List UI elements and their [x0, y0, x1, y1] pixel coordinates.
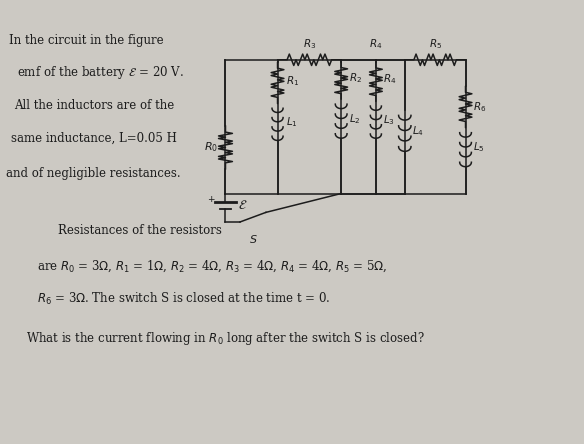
Text: $R_6$: $R_6$ [473, 100, 486, 114]
Text: $R_6$ = 3$\Omega$. The switch S is closed at the time t = 0.: $R_6$ = 3$\Omega$. The switch S is close… [37, 291, 331, 307]
Text: are $R_0$ = 3$\Omega$, $R_1$ = 1$\Omega$, $R_2$ = 4$\Omega$, $R_3$ = 4$\Omega$, : are $R_0$ = 3$\Omega$, $R_1$ = 1$\Omega$… [37, 258, 388, 274]
Text: and of negligible resistances.: and of negligible resistances. [6, 167, 180, 180]
Text: $L_2$: $L_2$ [349, 112, 360, 126]
Text: $L_1$: $L_1$ [286, 115, 297, 129]
Text: What is the current flowing in $R_0$ long after the switch S is closed?: What is the current flowing in $R_0$ lon… [26, 330, 425, 347]
Text: All the inductors are of the: All the inductors are of the [15, 99, 175, 112]
Text: $\mathcal{E}$: $\mathcal{E}$ [238, 199, 248, 212]
Text: emf of the battery $\mathcal{E}$ = 20 V.: emf of the battery $\mathcal{E}$ = 20 V. [18, 64, 184, 81]
Text: $R_4$: $R_4$ [369, 37, 383, 51]
Text: $S$: $S$ [249, 233, 258, 245]
Text: $R_4$: $R_4$ [356, 62, 369, 75]
Text: +: + [207, 194, 214, 204]
Text: $R_2$: $R_2$ [349, 71, 361, 85]
Text: In the circuit in the figure: In the circuit in the figure [9, 34, 163, 47]
Text: $L_5$: $L_5$ [473, 141, 485, 155]
Text: $R_5$: $R_5$ [429, 37, 442, 51]
Text: $L_4$: $L_4$ [412, 124, 425, 138]
Text: $R_0$: $R_0$ [204, 141, 218, 155]
Text: Resistances of the resistors: Resistances of the resistors [58, 224, 221, 237]
Text: $R_3$: $R_3$ [303, 37, 316, 51]
Text: $R_4$: $R_4$ [383, 73, 397, 87]
Text: same inductance, L=0.05 H: same inductance, L=0.05 H [12, 132, 178, 145]
Text: $L_3$: $L_3$ [383, 113, 395, 127]
Text: $R_1$: $R_1$ [286, 74, 299, 87]
